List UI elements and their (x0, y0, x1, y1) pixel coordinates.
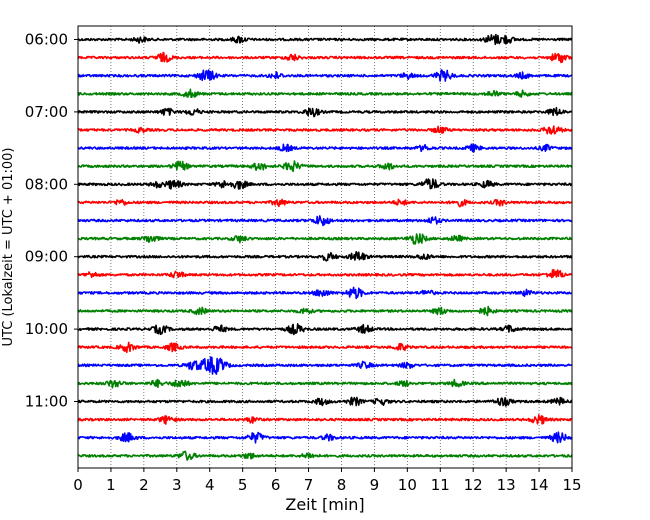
trace-0600 (77, 33, 573, 46)
x-tick-label: 0 (73, 476, 83, 494)
y-tick-label: 07:00 (25, 103, 68, 121)
x-tick-label: 5 (238, 476, 248, 494)
trace-1130 (77, 431, 573, 444)
trace-0945 (77, 305, 573, 317)
x-tick-label: 10 (398, 476, 417, 494)
x-tick-label: 8 (337, 476, 347, 494)
x-axis-label: Zeit [min] (285, 495, 364, 514)
trace-0930 (77, 286, 573, 300)
trace-0830 (77, 215, 573, 227)
x-tick-label: 15 (562, 476, 581, 494)
y-axis-ticks: 06:00 07:00 08:00 09:00 10:00 11:00 (25, 31, 78, 411)
trace-0915 (77, 269, 573, 279)
y-tick-label: 09:00 (25, 248, 68, 266)
trace-1030 (77, 356, 573, 375)
trace-0715 (77, 125, 573, 135)
plot-frame (77, 25, 573, 469)
x-tick-label: 7 (304, 476, 314, 494)
trace-0900 (77, 251, 573, 262)
y-tick-label: 08:00 (25, 175, 68, 193)
trace-1115 (77, 414, 573, 425)
x-tick-label: 13 (497, 476, 516, 494)
trace-1100 (77, 396, 573, 407)
x-tick-label: 14 (530, 476, 549, 494)
trace-0615 (77, 51, 573, 64)
x-tick-label: 2 (139, 476, 149, 494)
trace-0800 (77, 178, 573, 190)
trace-0745 (77, 160, 573, 173)
trace-1045 (77, 378, 573, 389)
trace-0630 (77, 69, 573, 82)
x-tick-label: 9 (370, 476, 380, 494)
trace-1000 (77, 323, 573, 336)
y-tick-label: 10:00 (25, 320, 68, 338)
x-tick-label: 4 (205, 476, 215, 494)
trace-1145 (77, 450, 573, 461)
x-tick-label: 11 (431, 476, 450, 494)
trace-1015 (77, 341, 573, 354)
x-tick-label: 6 (271, 476, 281, 494)
x-axis-ticks: 0 1 2 3 4 5 6 7 8 9 10 11 12 13 14 15 (73, 468, 582, 494)
x-tick-label: 12 (464, 476, 483, 494)
y-axis-label: UTC (Lokalzeit = UTC + 01:00) (1, 148, 16, 347)
x-tick-label: 3 (172, 476, 182, 494)
trace-0845 (77, 233, 573, 245)
seismic-traces (77, 33, 573, 461)
y-tick-label: 06:00 (25, 31, 68, 49)
x-tick-label: 1 (106, 476, 116, 494)
y-tick-label: 11:00 (25, 393, 68, 411)
trace-0700 (77, 106, 573, 118)
trace-0645 (77, 88, 573, 98)
trace-0815 (77, 198, 573, 208)
trace-0730 (77, 143, 573, 153)
